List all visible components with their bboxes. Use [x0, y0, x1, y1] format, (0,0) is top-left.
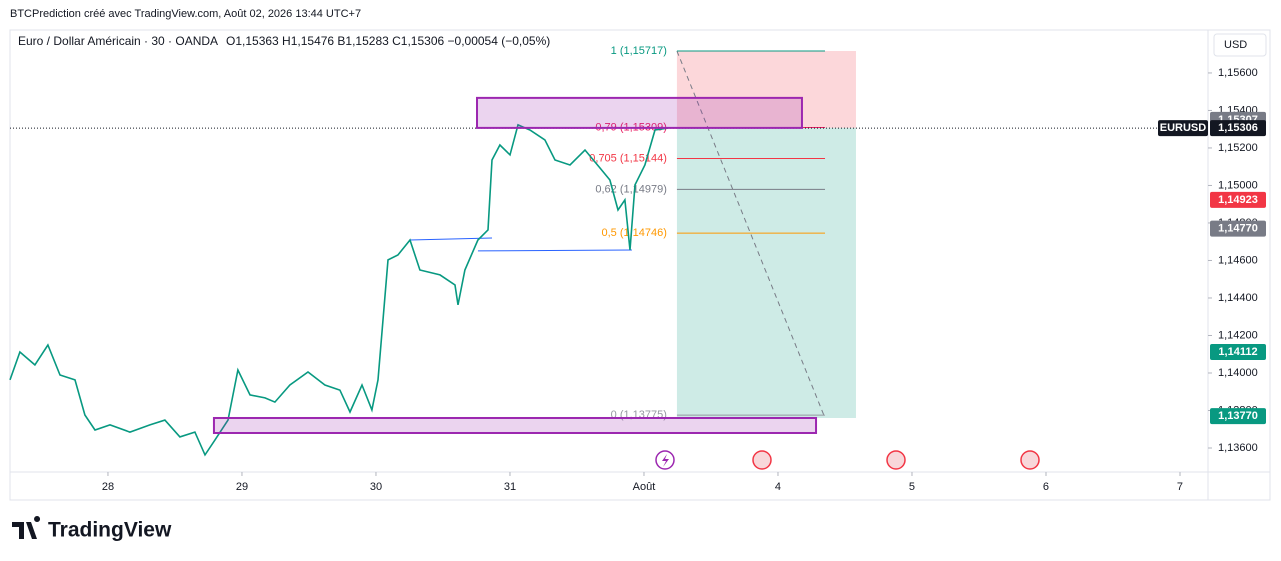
currency-label: USD	[1224, 39, 1247, 51]
y-tick-label: 1,15200	[1218, 142, 1258, 154]
price-badge-label: 1,15306	[1218, 122, 1258, 134]
price-badge	[1210, 120, 1266, 137]
stop-zone	[676, 51, 856, 128]
price-badge	[1210, 220, 1266, 237]
price-badge-label: 1,14112	[1218, 346, 1257, 358]
x-tick-label: Août	[633, 481, 656, 493]
x-tick-label: 5	[909, 481, 915, 493]
ohlc-legend: O1,15363 H1,15476 B1,15283 C1,15306 −0,0…	[226, 34, 550, 48]
fib-label: 1 (1,15717)	[611, 45, 667, 57]
zone-box	[476, 96, 803, 129]
brand-name: TradingView	[48, 519, 172, 542]
chart-frame	[9, 29, 1271, 501]
projection-line	[676, 50, 826, 419]
price-badge-label: 1,14923	[1218, 194, 1258, 206]
y-tick-label: 1,13600	[1218, 442, 1258, 454]
y-tick-label: 1,14600	[1218, 254, 1258, 266]
fib-label: 0,62 (1,14979)	[595, 183, 667, 195]
symbol-badge-label: EURUSD	[1160, 122, 1207, 134]
attribution: BTCPrediction créé avec TradingView.com,…	[10, 8, 361, 20]
price-line	[9, 123, 669, 457]
event-icons	[655, 450, 1040, 470]
y-tick-label: 1,15600	[1218, 67, 1258, 79]
x-tick-label: 29	[236, 481, 248, 493]
event-glyph	[662, 454, 669, 467]
y-tick-label: 1,15000	[1218, 179, 1258, 191]
y-tick-label: 1,14400	[1218, 292, 1258, 304]
target-zone	[676, 127, 856, 418]
symbol-title: Euro / Dollar Américain · 30 · OANDA	[18, 34, 218, 48]
x-tick-label: 7	[1177, 481, 1183, 493]
price-badge-label: 1,13770	[1218, 410, 1258, 422]
symbol-badge	[1158, 120, 1208, 137]
event-icon[interactable]	[1020, 450, 1040, 470]
price-badge	[1210, 191, 1266, 208]
price-badge-label: 1,14770	[1218, 222, 1258, 234]
fib-label: 0,705 (1,15144)	[589, 152, 667, 164]
zone-box	[212, 416, 818, 434]
x-tick-label: 28	[102, 481, 114, 493]
x-tick-label: 6	[1043, 481, 1049, 493]
plot: 1,136001,138001,140001,142001,144001,146…	[9, 45, 1258, 493]
price-badge	[1210, 343, 1266, 360]
brand-logo: TradingView	[12, 516, 172, 542]
x-tick-label: 31	[504, 481, 516, 493]
x-tick-label: 4	[775, 481, 781, 493]
event-icon[interactable]	[886, 450, 906, 470]
y-tick-label: 1,14200	[1218, 329, 1258, 341]
trend-line	[477, 249, 632, 252]
price-badge	[1210, 408, 1266, 425]
currency-button[interactable]	[1213, 33, 1267, 57]
y-tick-label: 1,14000	[1218, 367, 1258, 379]
logo-mark	[12, 516, 41, 539]
event-icon[interactable]	[752, 450, 772, 470]
x-tick-label: 30	[370, 481, 382, 493]
trend-line	[409, 237, 493, 241]
fib-label: 0,5 (1,14746)	[602, 227, 667, 239]
